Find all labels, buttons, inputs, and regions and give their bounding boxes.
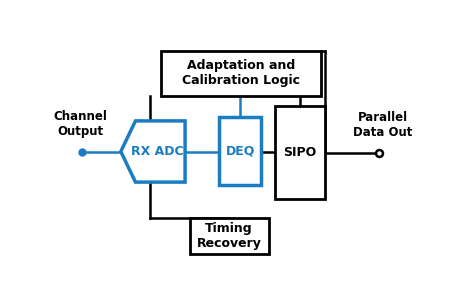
Text: Adaptation and
Calibration Logic: Adaptation and Calibration Logic	[182, 59, 300, 87]
Polygon shape	[121, 121, 185, 182]
Text: Timing
Recovery: Timing Recovery	[197, 222, 262, 250]
Text: Parallel
Data Out: Parallel Data Out	[353, 111, 412, 139]
FancyBboxPatch shape	[219, 117, 261, 185]
Text: RX ADC: RX ADC	[131, 145, 183, 158]
FancyBboxPatch shape	[161, 51, 321, 96]
Text: SIPO: SIPO	[283, 146, 317, 159]
FancyBboxPatch shape	[190, 218, 269, 253]
Text: DEQ: DEQ	[226, 144, 255, 158]
FancyBboxPatch shape	[275, 106, 325, 199]
Text: Channel
Output: Channel Output	[53, 110, 107, 138]
